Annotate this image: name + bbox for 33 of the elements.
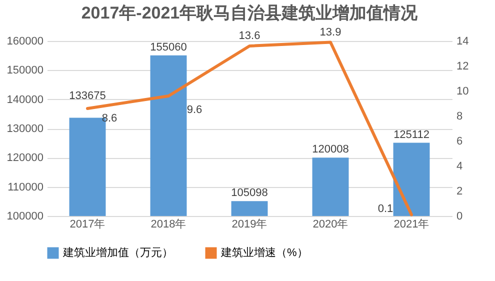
y2-tick-label: 6 [456, 136, 463, 148]
data-label: 9.6 [186, 104, 202, 116]
y2-tick-label: 2 [456, 186, 463, 198]
y2-tick-label: 14 [456, 36, 469, 48]
data-label: 8.6 [102, 112, 118, 124]
x-tick-label: 2019年 [232, 218, 268, 230]
y-tick-label: 130000 [6, 123, 44, 135]
x-tick-label: 2021年 [394, 218, 430, 230]
y2-tick-label: 0 [456, 210, 463, 222]
data-label: 13.6 [238, 30, 260, 42]
y2-tick-label: 4 [456, 160, 463, 172]
y-tick-label: 100000 [6, 210, 44, 222]
x-tick-label: 2020年 [312, 218, 348, 230]
data-label: 155060 [150, 41, 187, 54]
legend-label: 建筑业增速（%） [220, 246, 308, 259]
data-label: 125112 [394, 128, 430, 141]
data-label: 120008 [312, 144, 349, 156]
x-tick-label: 2018年 [150, 218, 186, 230]
chart-title: 2017年-2021年耿马自治县建筑业增加值情况 [81, 3, 419, 22]
y-tick-label: 140000 [6, 94, 44, 106]
y2-tick-label: 8 [456, 110, 463, 122]
data-label: 133675 [69, 90, 106, 102]
y2-tick-label: 10 [456, 86, 469, 98]
legend-label: 建筑业增加值（万元） [62, 246, 173, 259]
y-tick-label: 160000 [6, 36, 44, 48]
data-label: 13.9 [320, 26, 342, 38]
y-tick-label: 110000 [8, 181, 44, 194]
data-label: 0.1 [378, 202, 394, 215]
y-tick-label: 120000 [6, 152, 44, 164]
data-label: 105098 [231, 187, 268, 200]
y-tick-label: 150000 [6, 64, 44, 77]
x-tick-label: 2017年 [70, 218, 106, 230]
y2-tick-label: 12 [456, 60, 469, 72]
